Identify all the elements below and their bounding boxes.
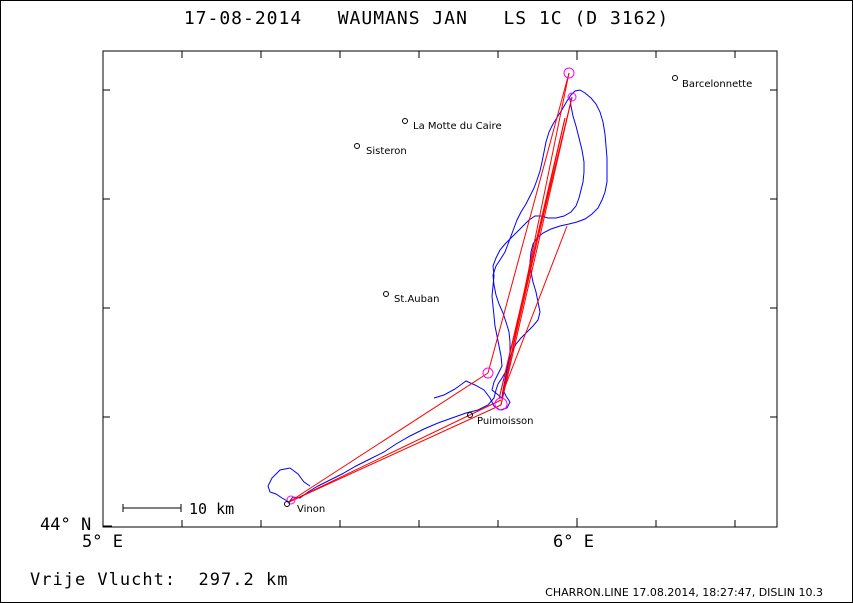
town-sisteron: Sisteron: [366, 146, 407, 157]
turnpoints: [286, 67, 577, 505]
town-barcelonnette: Barcelonnette: [682, 79, 752, 90]
town-st-auban: St.Auban: [394, 294, 439, 305]
town-puimoisson: Puimoisson: [477, 416, 533, 427]
turnpoint-circle: [494, 397, 508, 411]
turnpoint-circle: [563, 67, 575, 79]
page-title: 17-08-2014 WAUMANS JAN LS 1C (D 3162): [0, 8, 853, 29]
pilot-name: WAUMANS JAN: [337, 8, 468, 29]
turnpoint-circle: [286, 495, 296, 505]
town-marker: [402, 118, 408, 124]
town-la-motte-du-caire: La Motte du Caire: [413, 121, 502, 132]
lat-axis-label: 44° N: [40, 515, 92, 535]
glider-type: LS 1C (D 3162): [503, 8, 670, 29]
left-ticks: [103, 89, 112, 527]
task-lines: [288, 72, 573, 503]
town-marker: [383, 291, 389, 297]
distance-value: 297.2 km: [198, 570, 289, 590]
footer-meta: CHARRON.LINE 17.08.2014, 18:27:47, DISLI…: [545, 586, 823, 599]
town-marker: [672, 75, 678, 81]
turnpoint-circle: [567, 92, 577, 102]
town-marker: [284, 501, 290, 507]
distance-summary: Vrije Vlucht: 297.2 km: [30, 570, 288, 590]
town-vinon: Vinon: [297, 504, 325, 515]
flight-date: 17-08-2014: [183, 8, 303, 29]
lon-axis-label-left: 5° E: [82, 532, 123, 552]
top-ticks: [181, 51, 736, 60]
scale-bar: 10 km: [122, 500, 234, 518]
lon-axis-label-right: 6° E: [553, 532, 594, 552]
towns: Barcelonnette La Motte du Caire Sisteron…: [284, 75, 752, 515]
distance-label: Vrije Vlucht:: [30, 570, 177, 590]
right-ticks: [770, 89, 777, 418]
plot-border: [102, 50, 778, 528]
bottom-ticks: [181, 518, 736, 527]
town-marker: [354, 143, 360, 149]
scale-bar-label: 10 km: [189, 500, 234, 518]
town-marker: [467, 412, 473, 418]
turnpoint-circle: [482, 367, 494, 379]
